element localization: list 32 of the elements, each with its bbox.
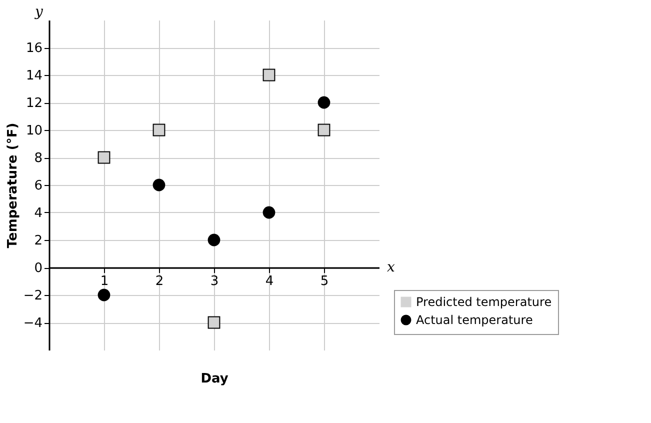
point (262, 68, 276, 82)
point (318, 124, 330, 136)
y-tick-label: −2 (23, 288, 42, 304)
y-tick-label: 12 (26, 96, 42, 111)
legend-label: Actual temperature (416, 313, 533, 327)
y-tick-label: 10 (26, 124, 42, 138)
y-tick-label: 14 (26, 68, 42, 84)
point (262, 206, 276, 219)
x-axis-title: Day (200, 372, 229, 386)
x-tick-label: 5 (320, 274, 329, 289)
y-axis-title: Temperature (°F) (5, 122, 20, 248)
point (208, 316, 220, 329)
text: x (387, 260, 396, 276)
point (98, 288, 110, 302)
point (152, 178, 166, 192)
point (208, 234, 220, 246)
y-tick-label: 8 (34, 151, 42, 166)
y-tick-label: −4 (23, 316, 42, 331)
point (152, 124, 166, 136)
y-tick-label: 0 (34, 261, 42, 276)
y-tick-label: 2 (34, 234, 42, 248)
text: y (34, 4, 44, 20)
point (98, 151, 110, 164)
x-tick-label: 4 (265, 274, 274, 289)
y-tick-label: 6 (34, 178, 42, 194)
x-tick-label: 3 (210, 274, 219, 289)
point (318, 96, 330, 109)
x-tick-label: 1 (100, 274, 109, 289)
y-tick-label: 4 (34, 206, 42, 221)
x-tick-label: 2 (155, 274, 164, 289)
legend-label: Predicted temperature (416, 295, 552, 309)
y-tick-label: 16 (26, 41, 42, 56)
